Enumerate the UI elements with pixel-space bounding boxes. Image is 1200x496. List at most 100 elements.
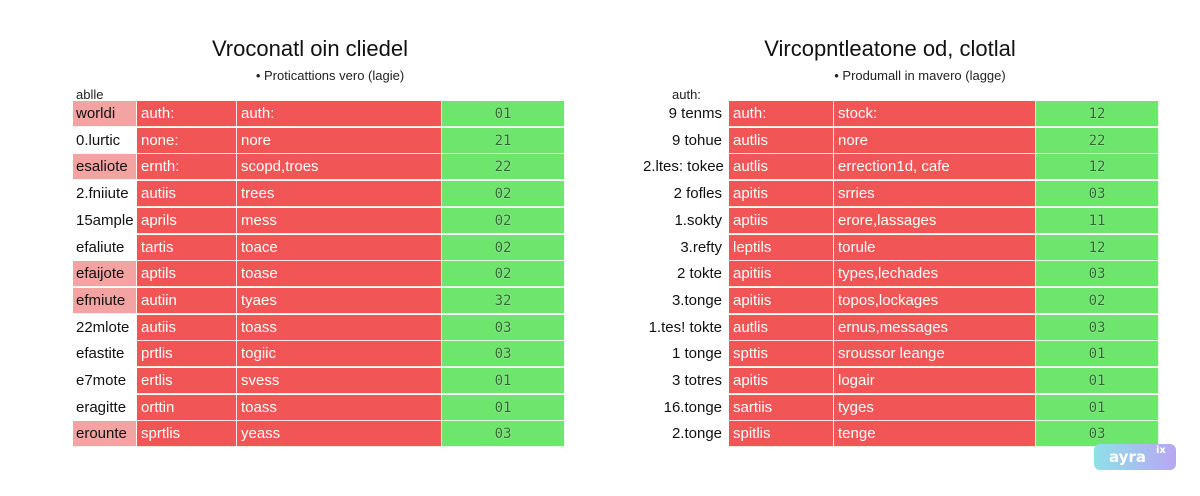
description-cell: toace (237, 234, 442, 261)
status-cell: autlis (729, 127, 834, 154)
description-cell: toass (237, 394, 442, 421)
row-label-cell: efaliute (73, 234, 137, 261)
description-cell: toase (237, 261, 442, 288)
table-row: 2 tokte apitiis types,lechades 03 (640, 261, 1159, 288)
status-cell: leptils (729, 234, 834, 261)
description-cell: sroussor leange (834, 341, 1036, 368)
left-table-title: Vroconatl oin cliedel (211, 36, 409, 61)
description-cell: svess (237, 368, 442, 394)
value-cell: 01 (442, 394, 565, 421)
value-cell: 01 (1036, 341, 1159, 368)
row-label-cell: 22mlote (73, 314, 137, 341)
status-cell: spitlis (729, 421, 834, 448)
value-cell: 02 (442, 181, 565, 208)
row-label-cell: efastite (73, 341, 137, 368)
status-cell: apitiis (729, 287, 834, 314)
row-label-cell: 3.refty (640, 234, 729, 261)
right-table-grid: 9 tenms auth: stock: 12 9 tohue autlis nore 22 2… (640, 101, 1160, 449)
status-cell: apitis (729, 181, 834, 208)
row-label-cell: worldi (73, 101, 137, 127)
description-cell: toass (237, 314, 442, 341)
status-cell: aptiis (729, 207, 834, 234)
table-row: erounte sprtlis yeass 03 (73, 421, 565, 448)
description-cell: auth: (237, 101, 442, 127)
row-label-cell: 3 totres (640, 368, 729, 394)
row-label-cell: 2.ltes: tokee (640, 154, 729, 181)
table-row: efmiute autiin tyaes 32 (73, 287, 565, 314)
status-cell: autiin (137, 287, 237, 314)
table-row: efaliute tartis toace 02 (73, 234, 565, 261)
status-cell: spttis (729, 341, 834, 368)
value-cell: 11 (1036, 207, 1159, 234)
row-label-cell: e7mote (73, 368, 137, 394)
description-cell: tyges (834, 394, 1036, 421)
table-row: 15ample aprils mess 02 (73, 207, 565, 234)
table-row: 2.fniiute autiis trees 02 (73, 181, 565, 208)
row-label-cell: 3.tonge (640, 287, 729, 314)
row-label-cell: 2.fniiute (73, 181, 137, 208)
description-cell: trees (237, 181, 442, 208)
row-label-cell: 9 tohue (640, 127, 729, 154)
status-cell: autlis (729, 154, 834, 181)
table-row: 9 tohue autlis nore 22 (640, 127, 1159, 154)
description-cell: types,lechades (834, 261, 1036, 288)
value-cell: 21 (442, 127, 565, 154)
status-cell: sartiis (729, 394, 834, 421)
value-cell: 01 (1036, 394, 1159, 421)
value-cell: 03 (442, 314, 565, 341)
table-row: 1.sokty aptiis erore,lassages 11 (640, 207, 1159, 234)
status-cell: orttin (137, 394, 237, 421)
description-cell: yeass (237, 421, 442, 448)
value-cell: 12 (1036, 154, 1159, 181)
table-row: 22mlote autiis toass 03 (73, 314, 565, 341)
status-cell: autiis (137, 181, 237, 208)
value-cell: 02 (442, 234, 565, 261)
row-label-cell: 2 tokte (640, 261, 729, 288)
table-row: 16.tonge sartiis tyges 01 (640, 394, 1159, 421)
row-label-cell: 16.tonge (640, 394, 729, 421)
description-cell: tyaes (237, 287, 442, 314)
value-cell: 01 (1036, 368, 1159, 394)
table-row: 2.ltes: tokee autlis errection1d, cafe 12 (640, 154, 1159, 181)
value-cell: 12 (1036, 234, 1159, 261)
row-label-cell: 15ample (73, 207, 137, 234)
table-row: 3.refty leptils torule 12 (640, 234, 1159, 261)
description-cell: stock: (834, 101, 1036, 127)
row-label-cell: efmiute (73, 287, 137, 314)
status-cell: sprtlis (137, 421, 237, 448)
table-row: 1.tes! tokte autlis ernus,messages 03 (640, 314, 1159, 341)
row-label-cell: 1.tes! tokte (640, 314, 729, 341)
row-label-cell: erounte (73, 421, 137, 448)
description-cell: nore (834, 127, 1036, 154)
description-cell: tenge (834, 421, 1036, 448)
row-label-cell: 2.tonge (640, 421, 729, 448)
right-table-title: Vircopntleatone od, clotlal (764, 36, 1016, 61)
row-label-cell: esaliote (73, 154, 137, 181)
description-cell: topos,lockages (834, 287, 1036, 314)
status-cell: auth: (137, 101, 237, 127)
row-label-cell: 2 fofles (640, 181, 729, 208)
value-cell: 02 (1036, 287, 1159, 314)
value-cell: 32 (442, 287, 565, 314)
description-cell: nore (237, 127, 442, 154)
row-label-cell: efaijote (73, 261, 137, 288)
description-cell: logair (834, 368, 1036, 394)
value-cell: 02 (442, 207, 565, 234)
description-cell: torule (834, 234, 1036, 261)
table-row: esaliote ernth: scopd,troes 22 (73, 154, 565, 181)
description-cell: togiic (237, 341, 442, 368)
row-label-cell: 1.sokty (640, 207, 729, 234)
table-row: efastite prtlis togiic 03 (73, 341, 565, 368)
table-row: eragitte orttin toass 01 (73, 394, 565, 421)
table-row: 1 tonge spttis sroussor leange 01 (640, 341, 1159, 368)
status-cell: ertlis (137, 368, 237, 394)
value-cell: 03 (1036, 314, 1159, 341)
value-cell: 03 (442, 421, 565, 448)
left-table-subtitle: • Proticattions vero (lagie) (255, 68, 405, 83)
table-row: 9 tenms auth: stock: 12 (640, 101, 1159, 127)
right-table-subtitle: • Produmall in mavero (lagge) (834, 68, 1006, 83)
row-label-cell: 1 tonge (640, 341, 729, 368)
status-cell: aprils (137, 207, 237, 234)
table-row: efaijote aptils toase 02 (73, 261, 565, 288)
description-cell: srries (834, 181, 1036, 208)
